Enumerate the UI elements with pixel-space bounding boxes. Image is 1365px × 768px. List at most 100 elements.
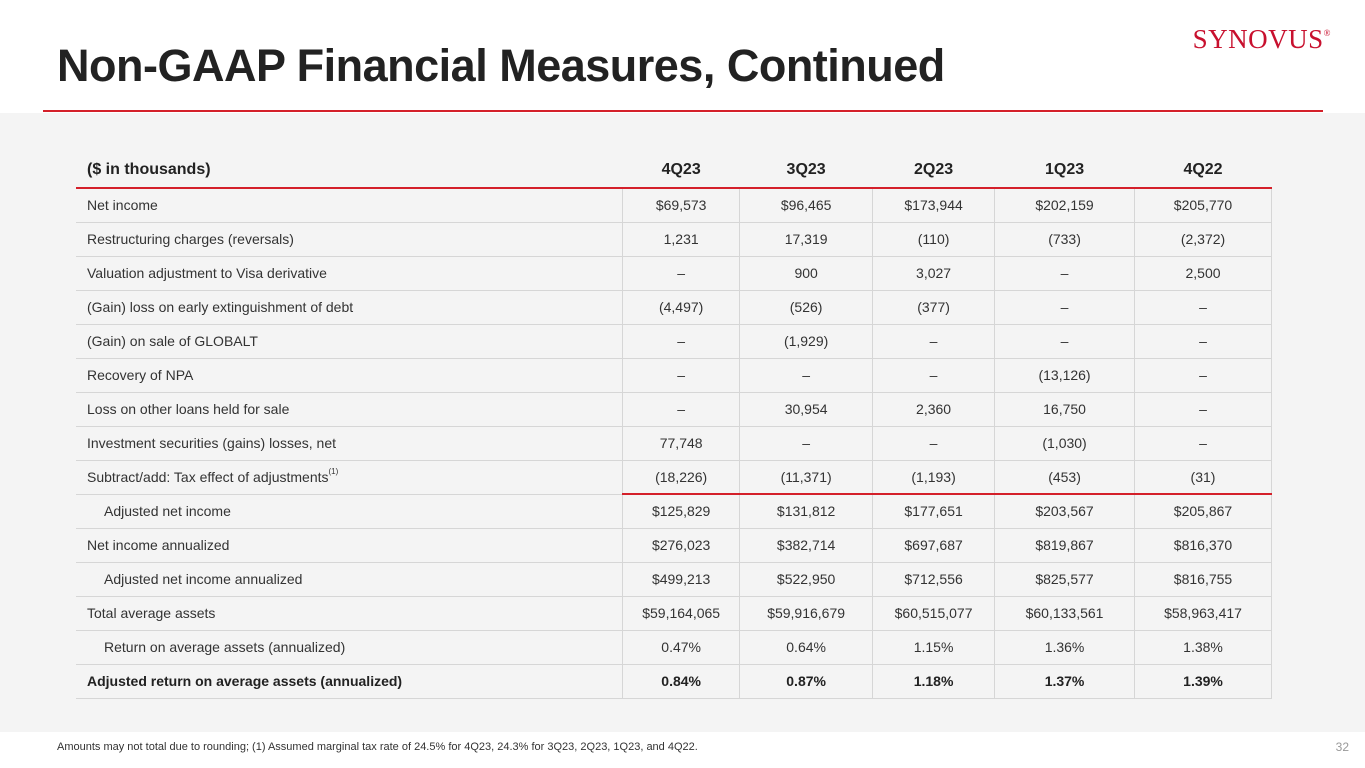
table-row: Adjusted return on average assets (annua…: [76, 664, 1272, 699]
table-row: (Gain) on sale of GLOBALT – (1,929) – – …: [76, 324, 1272, 359]
table-cell: (31): [1134, 460, 1272, 495]
table-cell: (377): [872, 290, 996, 325]
column-header: 2Q23: [872, 153, 995, 189]
table-cell: $697,687: [872, 528, 996, 563]
table-cell: 1.15%: [872, 630, 996, 665]
table-cell: –: [739, 426, 874, 461]
table-cell: 17,319: [739, 222, 874, 257]
table-cell: (110): [872, 222, 996, 257]
table-cell: 16,750: [994, 392, 1136, 427]
table-row: Recovery of NPA – – – (13,126) –: [76, 358, 1272, 393]
row-label: Restructuring charges (reversals): [76, 222, 624, 257]
row-label: Total average assets: [76, 596, 624, 631]
table-cell: 30,954: [739, 392, 874, 427]
table-cell: $203,567: [994, 494, 1136, 529]
table-row: Total average assets $59,164,065 $59,916…: [76, 596, 1272, 631]
table-cell: –: [1134, 290, 1272, 325]
table-cell: $276,023: [622, 528, 741, 563]
row-label: Adjusted net income annualized: [76, 562, 624, 597]
table-cell: $177,651: [872, 494, 996, 529]
table-cell: $382,714: [739, 528, 874, 563]
table-cell: 1.36%: [994, 630, 1136, 665]
table-cell: $712,556: [872, 562, 996, 597]
table-cell: $816,755: [1134, 562, 1272, 597]
table-cell: –: [622, 358, 741, 393]
column-header: ($ in thousands): [76, 153, 623, 189]
table-cell: 0.47%: [622, 630, 741, 665]
row-label: Return on average assets (annualized): [76, 630, 624, 665]
table-cell: $60,133,561: [994, 596, 1136, 631]
table-cell: 77,748: [622, 426, 741, 461]
table-cell: 0.84%: [622, 664, 741, 699]
table-cell: –: [994, 324, 1136, 359]
table-cell: 900: [739, 256, 874, 291]
page-number: 32: [1335, 740, 1349, 754]
table-cell: $173,944: [872, 188, 996, 223]
table-cell: (1,030): [994, 426, 1136, 461]
table-row: Return on average assets (annualized) 0.…: [76, 630, 1272, 665]
page-title: Non-GAAP Financial Measures, Continued: [57, 40, 945, 91]
table-cell: $819,867: [994, 528, 1136, 563]
header-divider: [43, 110, 1323, 112]
table-cell: $69,573: [622, 188, 741, 223]
table-cell: –: [622, 324, 741, 359]
table-cell: 0.87%: [739, 664, 874, 699]
row-label: Net income: [76, 188, 624, 223]
table-row: Adjusted net income annualized $499,213 …: [76, 562, 1272, 597]
footnote: Amounts may not total due to rounding; (…: [57, 741, 698, 753]
table-row: Adjusted net income $125,829 $131,812 $1…: [76, 494, 1272, 529]
table-cell: $825,577: [994, 562, 1136, 597]
table-cell: (2,372): [1134, 222, 1272, 257]
column-header: 1Q23: [994, 153, 1135, 189]
table-row: Net income $69,573 $96,465 $173,944 $202…: [76, 188, 1272, 223]
registered-mark: ®: [1323, 28, 1331, 38]
row-label-text: Subtract/add: Tax effect of adjustments: [87, 469, 329, 485]
row-label: Net income annualized: [76, 528, 624, 563]
table-cell: –: [994, 290, 1136, 325]
table-cell: $816,370: [1134, 528, 1272, 563]
table-row: (Gain) loss on early extinguishment of d…: [76, 290, 1272, 325]
table-cell: $58,963,417: [1134, 596, 1272, 631]
table-cell: $59,916,679: [739, 596, 874, 631]
table-cell: (453): [994, 460, 1136, 495]
non-gaap-table: ($ in thousands) 4Q23 3Q23 2Q23 1Q23 4Q2…: [76, 153, 1272, 699]
table-cell: –: [1134, 358, 1272, 393]
table-cell: 0.64%: [739, 630, 874, 665]
table-cell: 1.18%: [872, 664, 996, 699]
table-cell: 1.37%: [994, 664, 1136, 699]
row-label: Loss on other loans held for sale: [76, 392, 624, 427]
table-cell: (1,193): [872, 460, 996, 495]
row-label: Subtract/add: Tax effect of adjustments(…: [76, 460, 624, 495]
table-cell: (526): [739, 290, 874, 325]
table-cell: 2,500: [1134, 256, 1272, 291]
table-cell: $202,159: [994, 188, 1136, 223]
row-label: Recovery of NPA: [76, 358, 624, 393]
table-cell: –: [622, 392, 741, 427]
row-label: Valuation adjustment to Visa derivative: [76, 256, 624, 291]
table-cell: –: [739, 358, 874, 393]
table-cell: –: [1134, 426, 1272, 461]
table-cell: –: [872, 426, 996, 461]
table-cell: 2,360: [872, 392, 996, 427]
column-header: 4Q23: [622, 153, 740, 189]
table-cell: $59,164,065: [622, 596, 741, 631]
footnote-marker: (1): [328, 467, 339, 476]
table-cell: –: [994, 256, 1136, 291]
table-row: Loss on other loans held for sale – 30,9…: [76, 392, 1272, 427]
row-label: Investment securities (gains) losses, ne…: [76, 426, 624, 461]
table-row: Valuation adjustment to Visa derivative …: [76, 256, 1272, 291]
table-cell: –: [622, 256, 741, 291]
table-row: Restructuring charges (reversals) 1,231 …: [76, 222, 1272, 257]
table-cell: $522,950: [739, 562, 874, 597]
table-row: Investment securities (gains) losses, ne…: [76, 426, 1272, 461]
table-header-row: ($ in thousands) 4Q23 3Q23 2Q23 1Q23 4Q2…: [76, 153, 1272, 189]
row-label: (Gain) on sale of GLOBALT: [76, 324, 624, 359]
table-cell: –: [1134, 324, 1272, 359]
table-row: Net income annualized $276,023 $382,714 …: [76, 528, 1272, 563]
table-cell: (1,929): [739, 324, 874, 359]
table-cell: 1,231: [622, 222, 741, 257]
table-cell: –: [872, 358, 996, 393]
table-cell: $125,829: [622, 494, 741, 529]
logo-text: Synovus: [1192, 24, 1324, 54]
synovus-logo: Synovus®: [1193, 24, 1331, 55]
